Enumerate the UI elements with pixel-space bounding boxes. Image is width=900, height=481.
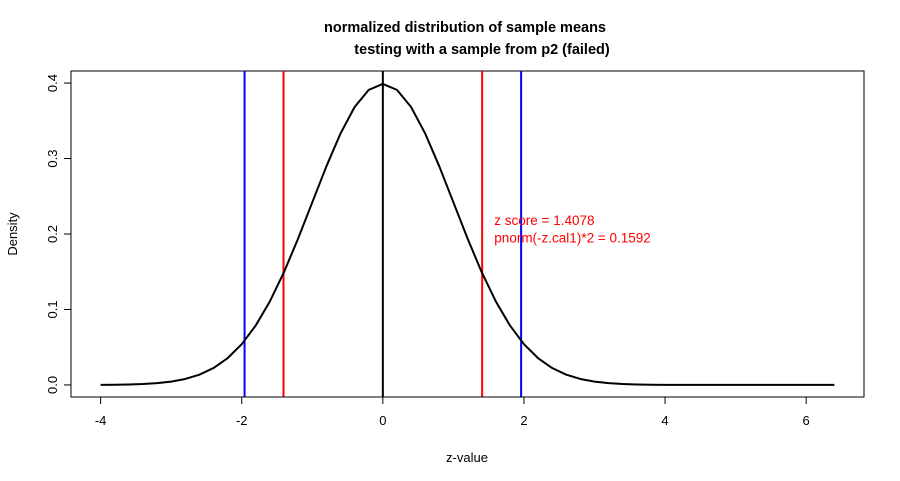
x-tick-label: 4: [661, 413, 668, 428]
y-tick-label: 0.2: [45, 225, 60, 243]
x-axis: -4 -2 0 2 4 6: [95, 396, 810, 428]
plot-frame: [70, 70, 865, 398]
y-axis: 0.0 0.1 0.2 0.3 0.4: [45, 74, 72, 394]
annotation-0: z score = 1.4078: [494, 213, 594, 228]
annotation-1: pnorm(-z.cal1)*2 = 0.1592: [494, 230, 650, 245]
x-tick-label: -2: [236, 413, 248, 428]
annotations: z score = 1.4078 pnorm(-z.cal1)*2 = 0.159…: [494, 213, 650, 245]
chart-title: normalized distribution of sample means: [324, 20, 606, 36]
x-axis-label: z-value: [446, 450, 488, 465]
x-tick-label: 6: [803, 413, 810, 428]
y-tick-label: 0.3: [45, 149, 60, 167]
x-tick-label: 0: [379, 413, 386, 428]
y-tick-label: 0.1: [45, 300, 60, 318]
vertical-lines: [243, 71, 523, 397]
x-tick-label: 2: [520, 413, 527, 428]
x-tick-label: -4: [95, 413, 107, 428]
y-tick-label: 0.4: [45, 74, 60, 92]
density-curve-0: [100, 82, 835, 386]
series-group: [100, 82, 835, 386]
chart-subtitle: testing with a sample from p2 (failed): [354, 42, 610, 58]
y-axis-label: Density: [5, 212, 20, 256]
y-tick-label: 0.0: [45, 376, 60, 394]
